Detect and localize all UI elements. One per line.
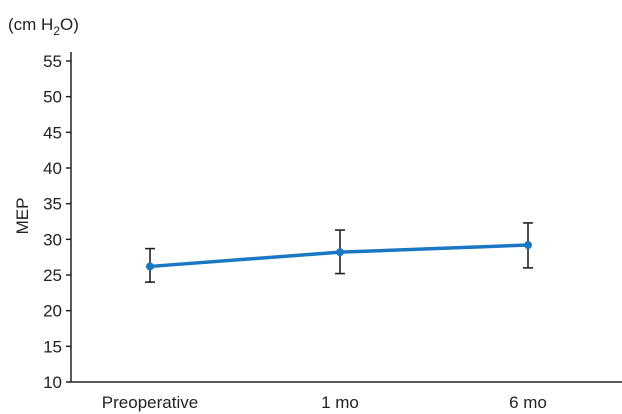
y-tick-label: 30	[43, 230, 62, 249]
y-axis-title: MEP	[13, 198, 32, 235]
y-tick-label: 25	[43, 266, 62, 285]
y-tick-label: 10	[43, 373, 62, 392]
y-tick-label: 50	[43, 88, 62, 107]
x-tick-label: 1 mo	[321, 393, 359, 412]
x-axis-ticks: Preoperative 1 mo 6 mo	[102, 393, 547, 412]
y-unit-label: (cm H2O)	[8, 15, 79, 38]
y-tick-label: 20	[43, 302, 62, 321]
y-tick-label: 35	[43, 195, 62, 214]
y-tick-label: 40	[43, 159, 62, 178]
y-axis-ticks: 10 15 20 25 30 35 40 45 50 55	[43, 52, 71, 392]
data-point	[524, 241, 532, 250]
x-tick-label: Preoperative	[102, 393, 198, 412]
y-unit-prefix: (cm H	[8, 15, 53, 34]
y-unit-suffix: O)	[60, 15, 79, 34]
y-tick-label: 55	[43, 52, 62, 71]
y-unit-subscript: 2	[53, 24, 60, 38]
data-point	[336, 248, 344, 257]
y-tick-label: 15	[43, 337, 62, 356]
series-layer	[146, 241, 532, 271]
x-tick-label: 6 mo	[509, 393, 547, 412]
y-tick-label: 45	[43, 123, 62, 142]
data-point	[146, 262, 154, 271]
